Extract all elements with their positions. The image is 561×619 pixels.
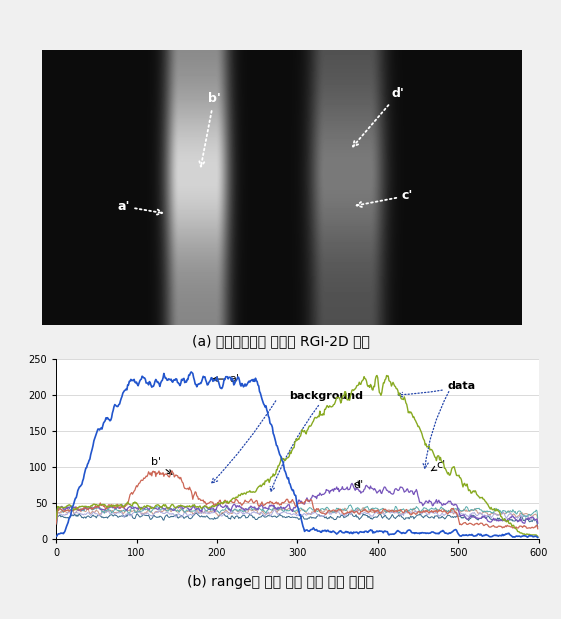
Text: d': d' xyxy=(353,87,404,147)
Text: data: data xyxy=(398,381,476,397)
Text: (a) 영상조합으로 생성한 RGI-2D 영상: (a) 영상조합으로 생성한 RGI-2D 영상 xyxy=(191,334,370,348)
Text: b': b' xyxy=(199,92,220,167)
Text: (b) range에 따른 픽셀 강도 변화 그래프: (b) range에 따른 픽셀 강도 변화 그래프 xyxy=(187,575,374,589)
Text: d': d' xyxy=(353,480,364,490)
Text: b': b' xyxy=(151,457,172,474)
Text: c': c' xyxy=(431,460,445,471)
Text: a': a' xyxy=(213,374,239,384)
Text: c': c' xyxy=(357,189,413,207)
Text: background: background xyxy=(270,391,364,491)
Text: a': a' xyxy=(117,200,162,215)
